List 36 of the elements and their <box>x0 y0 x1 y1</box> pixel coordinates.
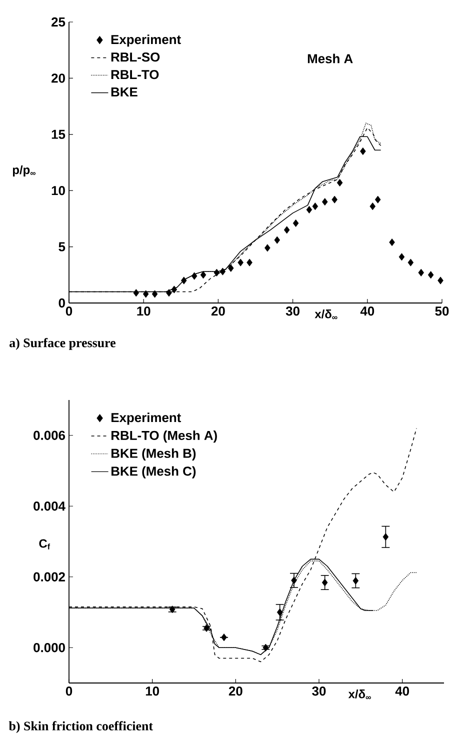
legend-label: Experiment <box>111 34 181 47</box>
y-tick-label: 15 <box>52 130 66 139</box>
x-axis-title: x/δ$_{∞}$ <box>314 310 338 320</box>
x-tick-label: 30 <box>312 686 326 696</box>
legend-label: RBL-TO <box>111 70 159 80</box>
x-axis-title: x/δ$_{∞}$ <box>348 690 371 700</box>
x-tick-label: 0 <box>66 686 72 696</box>
x-tick-label: 50 <box>435 306 449 316</box>
y-tick-label: 0.004 <box>34 502 66 511</box>
legend-label: RBL-TO (Mesh A) <box>111 430 217 443</box>
x-tick-label: 10 <box>137 306 150 316</box>
legend-label: BKE (Mesh C) <box>111 466 196 478</box>
x-tick-label: 40 <box>395 686 409 696</box>
x-tick-label: 20 <box>228 686 242 696</box>
y-tick-label: 10 <box>52 186 65 196</box>
y-tick-label: 0 <box>58 298 65 308</box>
legend-label: Experiment <box>111 412 182 425</box>
y-tick-label: 5 <box>58 242 66 252</box>
text: a) Surface pressure <box>10 338 116 350</box>
legend-label: RBL-SO <box>111 52 160 62</box>
x-tick-label: 40 <box>360 306 374 316</box>
text: b) Skin friction coefficient <box>8 721 153 734</box>
x-tick-label: 0 <box>66 306 72 316</box>
x-tick-label: 20 <box>211 306 225 316</box>
y-tick-label: 0.000 <box>34 643 65 652</box>
y-axis-title: C$_{f}$ <box>39 539 50 550</box>
annotation: Mesh A <box>308 54 353 64</box>
y-tick-label: 25 <box>52 17 66 27</box>
y-tick-label: 20 <box>52 74 65 83</box>
legend-label: BKE (Mesh B) <box>111 448 196 460</box>
y-axis-title: p/p$_{∞}$ <box>12 165 36 176</box>
y-tick-label: 0.006 <box>34 430 66 440</box>
y-tick-label: 0.002 <box>34 572 65 582</box>
x-tick-label: 30 <box>286 306 300 316</box>
legend-label: BKE <box>111 88 138 96</box>
x-tick-label: 10 <box>146 686 159 696</box>
